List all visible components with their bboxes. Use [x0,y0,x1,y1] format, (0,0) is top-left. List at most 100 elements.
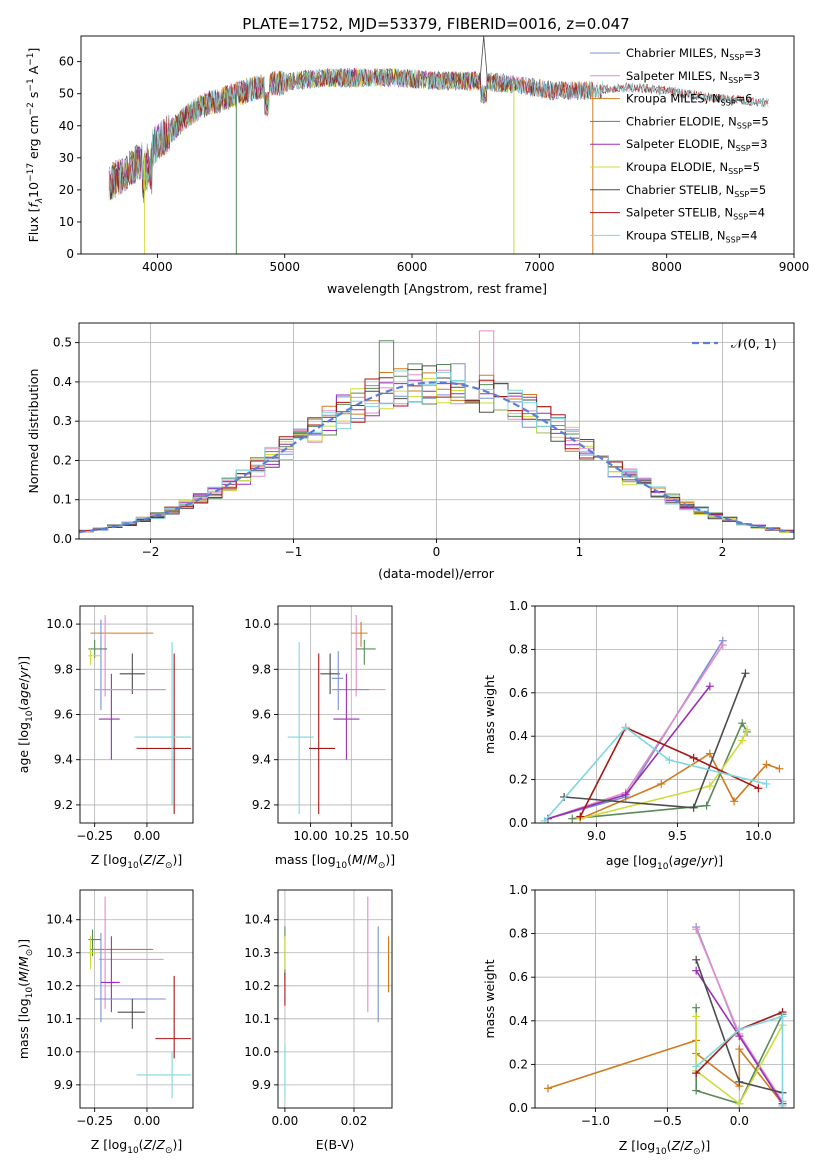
weight-line [695,1015,784,1106]
spectrum-line [108,68,593,200]
x-axis-label: Z [log10(Z/Z⊙)] [91,852,183,871]
legend-name: Chabrier ELODIE, N [626,114,737,128]
x-tick-label: 7000 [524,260,555,274]
y-axis-label: Normed distribution [26,369,41,494]
plot-area [108,36,769,254]
y-tick-label: 0.8 [509,642,528,656]
weight-line [547,1039,784,1105]
residuals-panel: −2 −1 0 1 2 0.0 0.1 0.2 0.3 0.4 0.5 𝒩(0, 1) (data-mo… [26,322,795,581]
label-part: yr [16,665,31,679]
x-axis-label: age [log10(age/yr)] [606,853,723,872]
y-tick-label: 9.9 [54,1078,73,1092]
mass-weight-vs-metallicity-panel: −1.0 −0.5 0.00.00.20.40.60.81.0Z [log10(Z/… [482,883,795,1157]
legend-value: =3 [751,137,768,151]
x-axis-label: E(B-V) [316,1137,355,1152]
label-part: Z [155,1137,165,1152]
x-tick-label: 10.25 [334,829,368,843]
histogram-step [79,378,794,533]
weight-line [580,729,748,820]
label-part: −2 [26,102,36,115]
y-tick-label: 0.0 [509,1101,528,1115]
age-vs-metallicity-panel: −0.25 0.009.29.49.69.810.0Z [log10(Z/Z⊙)]… [16,605,194,871]
tick-group: 4000 5000 6000 7000 8000 9000 0 10 20 30 40 50 60 [59,55,810,274]
legend-sub: SSP [726,235,741,244]
x-axis-label: Z [log10(Z/Z⊙)] [91,1137,183,1156]
label-part: erg cm [26,115,41,163]
y-tick-label: 1.0 [509,599,528,613]
label-part: ⊙ [378,861,386,871]
x-tick-label: 9.5 [668,829,687,843]
label-part: )] [385,852,395,867]
y-tick-label: 1.0 [509,883,528,897]
x-tick-label: 0 [433,545,441,559]
plot-area [287,615,386,814]
y-tick-label: 0.2 [509,773,528,787]
x-tick-label: 10.50 [375,829,409,843]
weight-line [544,726,767,822]
x-tick-label: −0.25 [76,1114,113,1128]
label-part: Normed distribution [26,369,41,494]
x-tick-label: 5000 [269,260,300,274]
tick-group: −1.0 −0.5 0.0 0.0 0.2 0.4 0.6 0.8 1.0 [509,883,749,1128]
label-part: ( [139,1137,144,1152]
spectrum-line [108,67,769,195]
label-part: mass weight [482,675,497,754]
label-part: ] [26,48,41,53]
label-part: ( [16,982,31,987]
tick-group: 10.00 10.25 10.50 9.2 9.4 9.6 9.8 10.0 [244,617,409,843]
label-part: ⊙ [165,1146,173,1156]
legend-name: Salpeter MILES, N [626,69,728,83]
y-tick-label: 40 [59,119,74,133]
y-axis-label: mass weight [482,959,497,1038]
y-tick-label: 9.8 [252,662,271,676]
label-part: ( [16,706,31,711]
x-tick-label: −0.25 [76,829,113,843]
legend-label: Salpeter STELIB, NSSP=4 [626,206,765,222]
weight-line [547,640,724,820]
label-part: M [352,852,363,867]
y-tick-label: 0.3 [53,414,72,428]
tick-group: −0.25 0.00 9.2 9.4 9.6 9.8 10.0 [46,617,160,843]
label-part: −1 [26,78,36,91]
y-tick-label: 10.1 [46,1012,73,1026]
y-tick-label: 10.0 [46,617,73,631]
y-tick-label: 0.6 [509,970,528,984]
label-part: / [363,852,368,867]
label-part: / [152,1137,157,1152]
x-tick-label: 9.0 [587,829,606,843]
legend-label: Kroupa MILES, NSSP=6 [626,92,752,108]
plot-area [543,923,787,1108]
label-part: 10 [127,861,139,871]
x-tick-label: 4000 [142,260,173,274]
y-tick-label: 30 [59,151,74,165]
label-part: )] [713,853,723,868]
label-part: 10 [25,987,35,999]
x-tick-label: 2 [719,545,727,559]
x-tick-label: −2 [142,545,160,559]
legend-sub: SSP [729,53,744,62]
y-tick-label: 50 [59,87,74,101]
weight-line [547,685,711,820]
legend-label: Kroupa ELODIE, NSSP=5 [626,160,760,176]
x-axis-label: mass [log10(M/M⊙)] [275,852,395,871]
legend-value: =4 [748,206,765,220]
x-tick-label: 0.00 [134,829,161,843]
axes-frame [79,889,194,1109]
y-tick-label: 0.0 [509,816,528,830]
legend-value: =5 [743,160,760,174]
y-tick-label: 0.8 [509,927,528,941]
label-part: Z [671,1138,681,1153]
label-part: )] [700,1138,710,1153]
plot-area [88,615,191,814]
label-part: age [log [16,722,31,773]
label-part: Z [143,852,153,867]
tick-group: 0.00 0.02 9.9 10.0 10.1 10.2 10.3 10.4 [244,913,367,1128]
axes-frame [534,605,795,824]
weight-line [695,1016,784,1105]
normal-curve [79,381,794,534]
axes-frame [80,35,795,255]
label-part: age [673,853,697,868]
spectrum-emission-line [479,36,488,82]
